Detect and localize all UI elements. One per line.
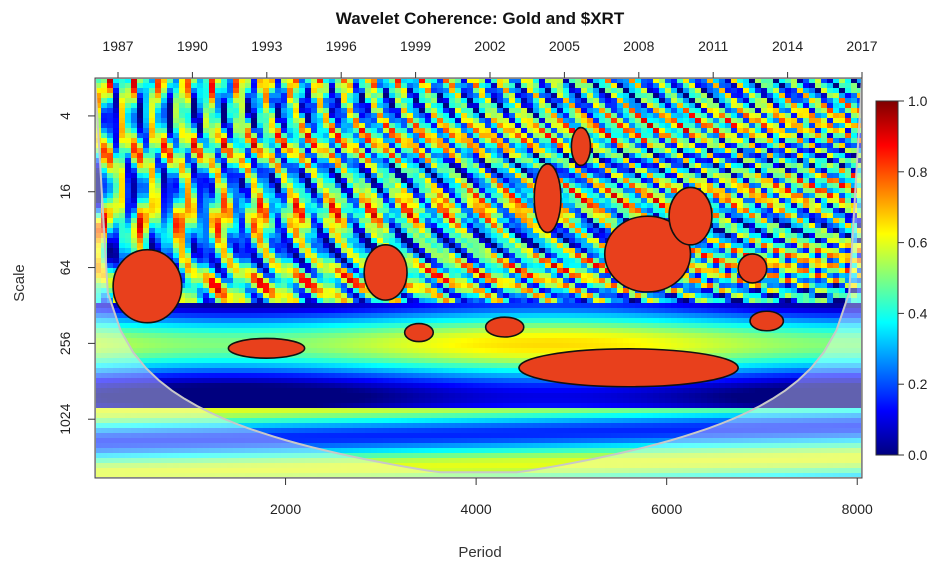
significant-region-10	[668, 186, 713, 246]
significant-region-7	[533, 163, 562, 234]
significant-region-11	[737, 253, 768, 284]
colorbar-tick-label-0: 0.0	[908, 447, 928, 463]
colorbar-gradient	[875, 100, 899, 456]
y-tick-label-2: 64	[57, 260, 73, 276]
plot-frame	[94, 77, 863, 479]
plot-area	[94, 77, 863, 479]
x-axis: 2000 4000 6000 8000	[270, 478, 873, 517]
significant-region-8	[570, 126, 592, 167]
top-tick-label-5: 2002	[474, 38, 505, 54]
significant-region-6	[518, 348, 739, 388]
top-tick-label-8: 2011	[698, 38, 728, 54]
y-axis: 4 16 64 256 1024	[57, 112, 95, 435]
colorbar: 0.0 0.2 0.4 0.6 0.8 1.0	[875, 93, 928, 463]
top-tick-label-6: 2005	[549, 38, 580, 54]
colorbar-tick-label-3: 0.6	[908, 235, 928, 251]
significant-region-5	[484, 316, 525, 338]
colorbar-tick-label-4: 0.8	[908, 164, 928, 180]
significant-region-12	[749, 310, 785, 332]
y-axis-title: Scale	[11, 264, 28, 302]
y-tick-label-1: 16	[57, 184, 73, 200]
x-tick-label-1: 4000	[461, 501, 492, 517]
x-tick-label-3: 8000	[842, 501, 873, 517]
significant-region-4	[403, 322, 435, 343]
top-tick-label-4: 1999	[400, 38, 431, 54]
significant-region-2	[227, 337, 306, 359]
y-tick-label-4: 1024	[57, 403, 73, 434]
cone-of-influence	[95, 78, 862, 478]
colorbar-tick-label-2: 0.4	[908, 305, 928, 321]
significant-region-1	[112, 248, 183, 324]
colorbar-tick-label-5: 1.0	[908, 93, 928, 109]
top-tick-label-9: 2014	[772, 38, 803, 54]
x-axis-title: Period	[458, 544, 501, 561]
top-tick-label-3: 1996	[326, 38, 357, 54]
x-tick-label-0: 2000	[270, 501, 301, 517]
top-tick-label-0: 1987	[102, 38, 133, 54]
top-tick-label-2: 1993	[251, 38, 282, 54]
top-tick-label-7: 2008	[623, 38, 654, 54]
colorbar-tick-label-1: 0.2	[908, 376, 928, 392]
y-tick-label-3: 256	[57, 331, 73, 355]
top-year-axis: 1987 1990 1993 1996 1999 2002 2005 2008 2011 2014…	[102, 38, 878, 78]
top-tick-label-1: 1990	[177, 38, 208, 54]
x-tick-label-2: 6000	[651, 501, 682, 517]
top-tick-label-10: 2017	[846, 38, 877, 54]
significant-region-9	[603, 215, 692, 293]
chart-title: Wavelet Coherence: Gold and $XRT	[336, 9, 625, 28]
colorbar-ticks: 0.0 0.2 0.4 0.6 0.8 1.0	[898, 93, 928, 463]
y-tick-label-0: 4	[57, 112, 73, 120]
significant-region-3	[363, 243, 408, 301]
significance-regions	[112, 126, 785, 388]
